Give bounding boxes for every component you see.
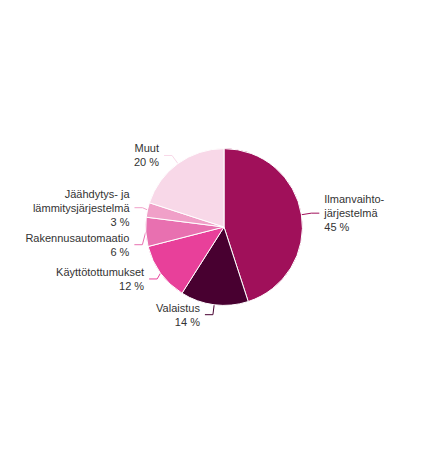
svg-text:20 %: 20 %: [134, 156, 159, 168]
svg-text:Käyttötottumukset: Käyttötottumukset: [56, 266, 144, 278]
svg-text:14 %: 14 %: [175, 316, 200, 328]
svg-text:Rakennusautomaatio: Rakennusautomaatio: [25, 232, 129, 244]
svg-text:järjestelmä: järjestelmä: [323, 207, 378, 219]
svg-text:Muut: Muut: [135, 142, 159, 154]
svg-text:6 %: 6 %: [110, 246, 129, 258]
svg-text:3 %: 3 %: [111, 216, 130, 228]
svg-text:Valaistus: Valaistus: [156, 302, 200, 314]
svg-text:45 %: 45 %: [324, 221, 349, 233]
svg-text:Ilmanvaihto-: Ilmanvaihto-: [324, 193, 384, 205]
svg-text:lämmitysjärjestelmä: lämmitysjärjestelmä: [33, 202, 130, 214]
svg-text:Jäähdytys- ja: Jäähdytys- ja: [65, 188, 131, 200]
svg-text:12 %: 12 %: [119, 280, 144, 292]
